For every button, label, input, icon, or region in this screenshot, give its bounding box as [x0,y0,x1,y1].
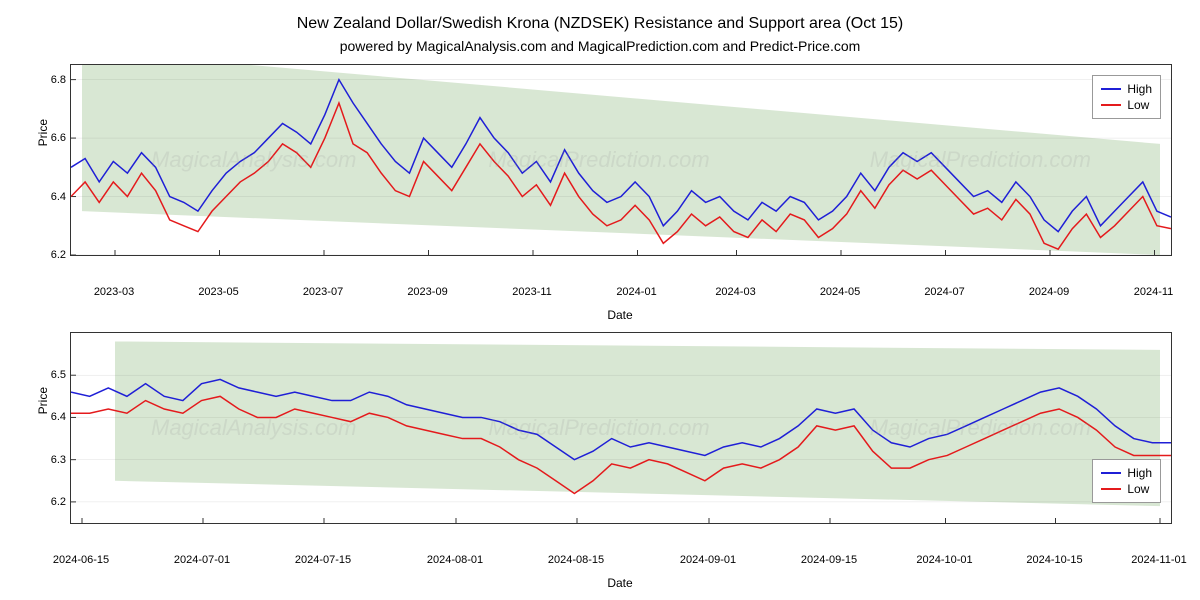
chart1-wrap: Price 6.26.46.66.8 MagicalAnalysis.com M… [70,64,1172,256]
legend-label-low2: Low [1127,482,1149,496]
chart1-xticks: 2023-032023-052023-072023-092023-112024-… [70,286,1170,304]
legend-label-high: High [1127,82,1152,96]
legend-swatch-high2 [1101,472,1121,474]
chart2-xticks: 2024-06-152024-07-012024-07-152024-08-01… [70,554,1170,572]
chart1-svg [71,65,1171,255]
main-title: New Zealand Dollar/Swedish Krona (NZDSEK… [10,15,1190,33]
legend-row-high2: High [1101,466,1152,480]
chart1-yticks: 6.26.46.66.8 [21,65,66,255]
legend-row-low: Low [1101,98,1152,112]
legend-row-high: High [1101,82,1152,96]
subtitle: powered by MagicalAnalysis.com and Magic… [10,38,1190,54]
chart2-container: Price 6.26.36.46.5 MagicalAnalysis.com M… [70,332,1170,590]
chart2-wrap: Price 6.26.36.46.5 MagicalAnalysis.com M… [70,332,1172,524]
chart2-svg [71,333,1171,523]
legend-label-high2: High [1127,466,1152,480]
chart1-container: Price 6.26.46.66.8 MagicalAnalysis.com M… [70,64,1170,322]
legend-label-low: Low [1127,98,1149,112]
legend-swatch-low2 [1101,488,1121,490]
legend-row-low2: Low [1101,482,1152,496]
legend-swatch-low [1101,104,1121,106]
chart2-yticks: 6.26.36.46.5 [21,333,66,523]
chart2-legend: High Low [1092,459,1161,503]
legend-swatch-high [1101,88,1121,90]
chart1-legend: High Low [1092,75,1161,119]
chart2-xlabel: Date [70,576,1170,590]
chart1-xlabel: Date [70,308,1170,322]
